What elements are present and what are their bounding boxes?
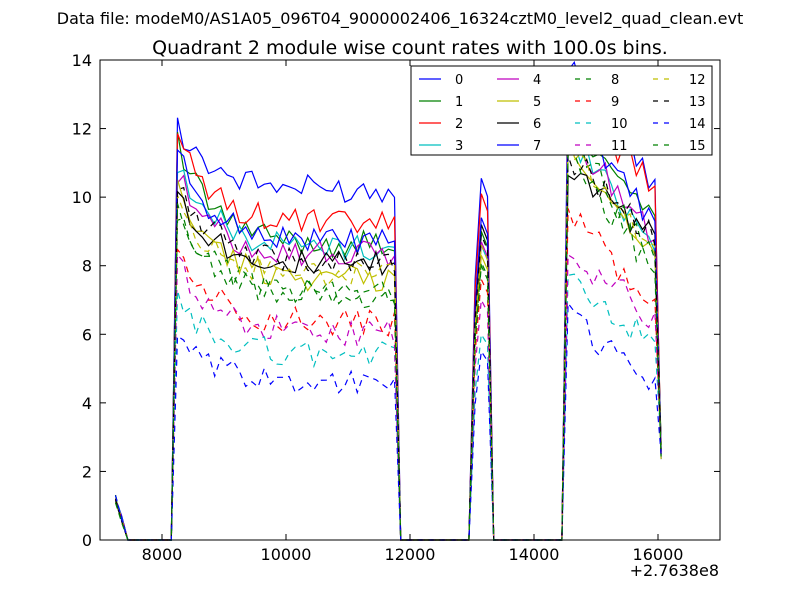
legend-label-11: 11 bbox=[611, 139, 628, 154]
legend-label-9: 9 bbox=[611, 95, 619, 110]
legend-label-3: 3 bbox=[455, 139, 463, 154]
x-offset-label: +2.7638e8 bbox=[630, 561, 719, 580]
y-tick-label: 0 bbox=[82, 531, 92, 550]
series-line-14 bbox=[114, 301, 662, 541]
chart-title: Quadrant 2 module wise count rates with … bbox=[152, 37, 668, 59]
y-tick-label: 2 bbox=[82, 462, 92, 481]
y-tick-label: 6 bbox=[82, 325, 92, 344]
legend-label-10: 10 bbox=[611, 117, 628, 132]
series-line-13 bbox=[114, 155, 662, 541]
series-line-11 bbox=[114, 253, 662, 541]
x-tick-label: 14000 bbox=[509, 545, 560, 564]
x-tick-label: 16000 bbox=[633, 545, 684, 564]
y-tick-label: 14 bbox=[72, 51, 92, 70]
legend-label-7: 7 bbox=[533, 139, 541, 154]
x-tick-label: 10000 bbox=[261, 545, 312, 564]
legend-label-8: 8 bbox=[611, 73, 619, 88]
legend-label-5: 5 bbox=[533, 95, 541, 110]
legend-label-0: 0 bbox=[455, 73, 463, 88]
legend-label-12: 12 bbox=[689, 73, 706, 88]
suptitle: Data file: modeM0/AS1A05_096T04_90000024… bbox=[57, 9, 743, 29]
legend-label-1: 1 bbox=[455, 95, 463, 110]
series-line-8 bbox=[114, 129, 662, 541]
legend-label-15: 15 bbox=[689, 139, 706, 154]
legend-label-2: 2 bbox=[455, 117, 463, 132]
y-tick-label: 8 bbox=[82, 257, 92, 276]
legend-label-4: 4 bbox=[533, 73, 541, 88]
series-line-9 bbox=[114, 208, 662, 541]
legend-label-13: 13 bbox=[689, 95, 706, 110]
y-tick-label: 4 bbox=[82, 394, 92, 413]
legend-box bbox=[410, 65, 713, 156]
x-tick-label: 12000 bbox=[385, 545, 436, 564]
x-tick-label: 8000 bbox=[142, 545, 183, 564]
legend-label-14: 14 bbox=[689, 117, 706, 132]
legend-label-6: 6 bbox=[533, 117, 541, 132]
y-tick-label: 12 bbox=[72, 120, 92, 139]
y-tick-label: 10 bbox=[72, 188, 92, 207]
series-line-10 bbox=[114, 273, 662, 541]
